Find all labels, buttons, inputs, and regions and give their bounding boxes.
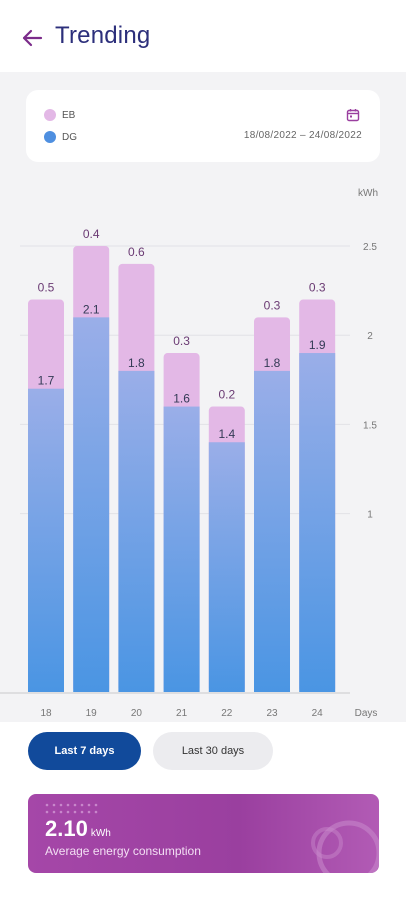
legend-item-eb: EB (44, 109, 75, 121)
average-consumption-card: 2.10 kWh Average energy consumption (28, 794, 379, 873)
data-label-eb: 0.4 (83, 227, 100, 241)
x-tick-label: 18 (40, 708, 52, 719)
bar-segment-dg[interactable] (28, 388, 64, 692)
bar-chart: 1 1.5 2 2.5 kWh Days 0.5 1.7 18 0.4 2.1 19 0.6 1.8 20 0… (0, 182, 406, 722)
x-tick-label: 21 (176, 708, 188, 719)
page-title: Trending (55, 22, 151, 49)
decorative-rings-icon (311, 820, 379, 873)
date-range[interactable]: 18/08/2022 – 24/08/2022 (243, 130, 362, 141)
bottom-panel: Last 7 days Last 30 days 2.10 kWh Average… (0, 722, 406, 900)
average-number: 2.10 (45, 816, 88, 841)
data-label-dg: 1.8 (264, 356, 281, 370)
chart-section: EB DG 18/08/2022 – 24/08/2022 (0, 72, 406, 722)
legend-item-dg: DG (44, 131, 77, 143)
data-label-eb: 0.2 (218, 388, 235, 402)
legend-card: EB DG 18/08/2022 – 24/08/2022 (26, 90, 380, 162)
x-tick-label: 22 (221, 708, 233, 719)
tab-last-7-days[interactable]: Last 7 days (28, 732, 141, 770)
data-label-eb: 0.3 (264, 298, 281, 312)
data-label-dg: 1.4 (218, 427, 235, 441)
legend-label-dg: DG (62, 131, 77, 143)
legend-swatch-dg (44, 131, 56, 143)
back-button[interactable] (18, 24, 46, 52)
data-label-eb: 0.3 (173, 334, 190, 348)
data-label-dg: 2.1 (83, 302, 100, 316)
data-label-dg: 1.9 (309, 338, 326, 352)
arrow-left-icon (22, 29, 43, 47)
bar-chart-svg: 1 1.5 2 2.5 kWh Days 0.5 1.7 18 0.4 2.1 19 0.6 1.8 20 0… (0, 188, 378, 719)
x-tick-label: 19 (86, 708, 98, 719)
data-label-eb: 0.6 (128, 245, 145, 259)
bar-segment-dg[interactable] (118, 370, 155, 692)
y-axis-label: kWh (358, 188, 378, 199)
y-tick-label: 2 (367, 331, 373, 342)
data-label-eb: 0.3 (309, 281, 326, 295)
dot-pattern-icon (45, 803, 98, 814)
y-tick-label: 1.5 (363, 420, 377, 431)
data-label-eb: 0.5 (38, 281, 55, 295)
bar-segment-dg[interactable] (73, 317, 110, 692)
y-tick-label: 2.5 (363, 242, 377, 253)
bar-segment-dg[interactable] (299, 353, 336, 692)
x-tick-label: 23 (266, 708, 278, 719)
app-header: Trending (0, 0, 406, 72)
average-unit: kWh (90, 828, 111, 839)
tab-last-30-days[interactable]: Last 30 days (153, 732, 273, 770)
data-label-dg: 1.6 (173, 392, 190, 406)
bar-segment-dg[interactable] (208, 442, 245, 692)
bar-segment-dg[interactable] (254, 370, 290, 692)
calendar-icon[interactable] (346, 108, 360, 127)
y-tick-label: 1 (367, 510, 373, 521)
bar-segment-dg[interactable] (163, 406, 200, 692)
data-label-dg: 1.7 (38, 374, 55, 388)
average-caption: Average energy consumption (45, 844, 201, 858)
data-label-dg: 1.8 (128, 356, 145, 370)
average-value: 2.10 kWh (45, 816, 111, 842)
x-axis-label: Days (355, 708, 378, 719)
legend-label-eb: EB (62, 109, 76, 121)
legend-swatch-eb (44, 109, 56, 121)
x-tick-label: 20 (131, 708, 143, 719)
x-tick-label: 24 (312, 708, 324, 719)
